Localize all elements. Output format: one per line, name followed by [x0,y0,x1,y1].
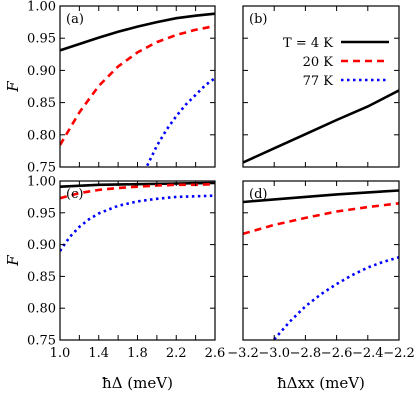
panel-c: 0.75 0.80 0.85 0.90 0.95 1.00 1.0 1.4 1.8 2.2 2.6 (… [4,175,225,393]
x-tick-label: −2.8 [290,346,322,361]
y-tick-label: 0.85 [27,270,56,285]
y-axis-label: F [4,81,22,93]
y-tick-label: 1.00 [27,175,56,190]
series-line-b-0 [243,89,399,164]
x-tick-label: 2.6 [205,346,226,361]
axes-frame [242,180,400,341]
y-tick-label: 0.85 [27,96,56,111]
y-tick-label: 0.95 [27,206,56,221]
y-tick-label: 0.90 [27,238,56,253]
series-line-d-2 [273,256,399,340]
y-tick-label: 0.80 [27,128,56,143]
y-tick-label: 1.00 [27,0,56,15]
series-line-a-0 [60,12,215,52]
x-tick-label: 1.8 [127,346,148,361]
panel-label: (b) [249,12,267,27]
x-axis-label: ħΔxx (meV) [277,374,365,392]
legend-label: 20 K [303,55,334,70]
legend-label: 77 K [303,74,334,89]
series-line-a-2 [146,77,215,167]
x-tick-label: −2.4 [352,346,384,361]
panel-d: −3.2 −3.0 −2.8 −2.6 −2.4 −2.2 (d) ħΔxx (meV) [227,180,415,392]
y-axis-label: F [4,255,22,267]
legend-label: T = 4 K [283,36,333,51]
y-tick-label: 0.75 [27,161,56,176]
y-tick-label: 0.75 [27,334,56,349]
series-line-c-2 [60,194,215,252]
series-line-d-0 [243,189,399,204]
legend: T = 4 K 20 K 77 K [283,36,389,89]
x-tick-label: −2.2 [383,346,415,361]
panel-label: (d) [249,187,267,202]
x-tick-label: −3.0 [258,346,290,361]
x-tick-label: 1.4 [88,346,109,361]
y-tick-label: 0.80 [27,302,56,317]
panel-label: (c) [66,187,83,202]
y-tick-label: 0.95 [27,32,56,47]
x-tick-label: −3.2 [227,346,259,361]
x-axis-label: ħΔ (meV) [102,374,173,392]
axes-frame [59,180,216,341]
panel-a: 0.75 0.80 0.85 0.90 0.95 1.00 (a) F [4,0,216,176]
y-tick-label: 0.90 [27,64,56,79]
x-tick-label: 1.0 [50,346,71,361]
x-tick-label: −2.6 [321,346,353,361]
series-line-a-1 [60,24,215,146]
axes-frame [242,5,400,168]
x-tick-label: 2.2 [166,346,187,361]
series-line-c-1 [60,182,215,200]
panel-b: (b) T = 4 K 20 K 77 K [242,5,400,168]
series-line-d-1 [243,202,399,236]
panel-label: (a) [66,12,84,27]
